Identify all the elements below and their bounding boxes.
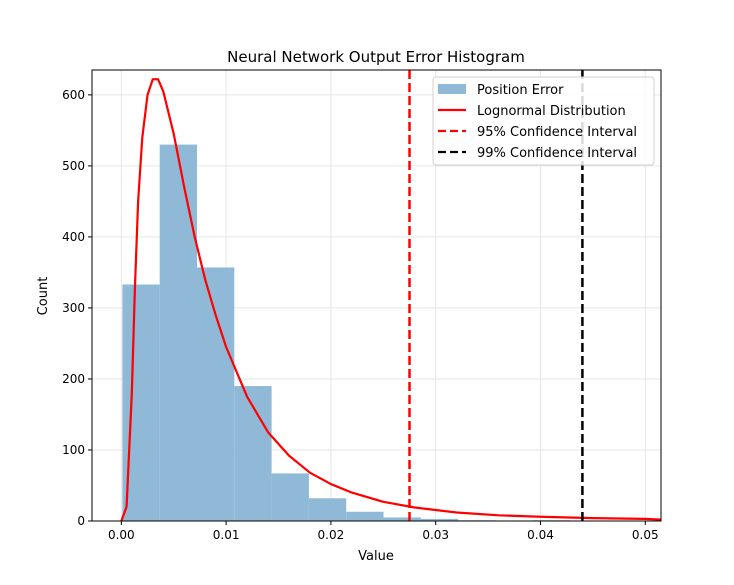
x-tick-label: 0.03 bbox=[422, 528, 449, 542]
y-axis-ticks: 0 100 200 300 400 500 600 bbox=[62, 88, 92, 528]
y-tick-label: 200 bbox=[62, 372, 85, 386]
legend: Position Error Lognormal Distribution 95% … bbox=[432, 76, 655, 166]
x-axis-label: Value bbox=[358, 549, 394, 564]
y-tick-label: 300 bbox=[62, 301, 85, 315]
x-tick-label: 0.00 bbox=[108, 528, 135, 542]
histogram-bar bbox=[346, 511, 384, 521]
histogram-bar bbox=[308, 498, 347, 521]
plot-frame bbox=[91, 69, 662, 522]
chart-title: Neural Network Output Error Histogram bbox=[227, 48, 525, 66]
y-tick-label: 600 bbox=[62, 88, 85, 102]
histogram-bars bbox=[122, 144, 571, 521]
histogram-bar bbox=[196, 267, 235, 521]
legend-entry: Lognormal Distribution bbox=[477, 104, 626, 119]
legend-entry: Position Error bbox=[477, 83, 564, 98]
y-tick-label: 0 bbox=[77, 514, 85, 528]
histogram-bar bbox=[159, 144, 197, 521]
y-tick-label: 100 bbox=[62, 443, 85, 457]
data-lines bbox=[120, 70, 662, 522]
y-tick-label: 500 bbox=[62, 159, 85, 173]
x-tick-label: 0.05 bbox=[632, 528, 659, 542]
legend-entry: 95% Confidence Interval bbox=[477, 125, 637, 140]
legend-entry: 99% Confidence Interval bbox=[477, 146, 637, 161]
y-tick-label: 400 bbox=[62, 230, 85, 244]
histogram-bar bbox=[383, 517, 421, 521]
x-axis-ticks: 0.00 0.01 0.02 0.03 0.04 0.05 bbox=[108, 521, 659, 542]
y-axis-label: Count bbox=[36, 277, 51, 316]
histogram-bar bbox=[271, 473, 309, 521]
histogram-bar bbox=[420, 518, 459, 521]
x-tick-label: 0.01 bbox=[213, 528, 240, 542]
x-tick-label: 0.04 bbox=[527, 528, 554, 542]
lognormal-curve bbox=[120, 78, 662, 522]
x-tick-label: 0.02 bbox=[318, 528, 345, 542]
